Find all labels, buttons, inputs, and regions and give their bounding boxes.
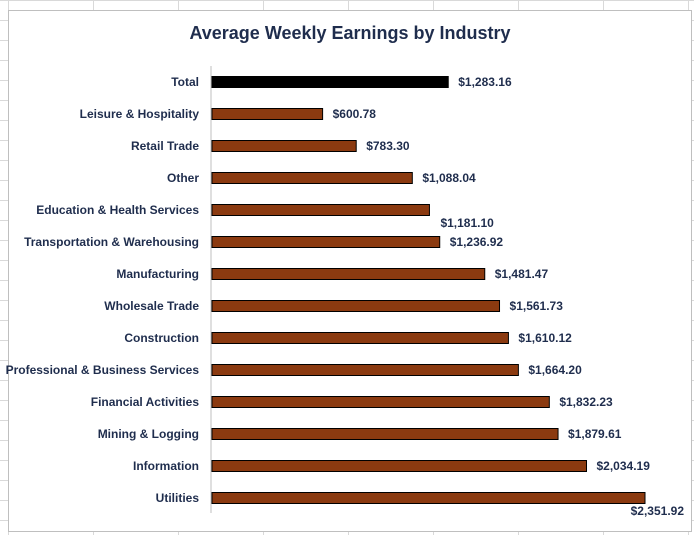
bar-industry[interactable] [211, 204, 430, 216]
bar-industry[interactable] [211, 492, 646, 504]
bar-industry[interactable] [211, 364, 519, 376]
data-label: $1,181.10 [440, 216, 494, 230]
data-label: $1,236.92 [450, 235, 504, 249]
category-label: Retail Trade [131, 139, 199, 153]
category-label: Leisure & Hospitality [80, 107, 200, 121]
data-label: $1,610.12 [518, 331, 572, 345]
bar-industry[interactable] [211, 268, 486, 280]
bar-industry[interactable] [211, 140, 357, 152]
bar-industry[interactable] [211, 236, 441, 248]
data-label: $1,481.47 [495, 267, 549, 281]
bar-industry[interactable] [211, 332, 509, 344]
category-label: Construction [124, 331, 199, 345]
category-label: Manufacturing [116, 267, 199, 281]
category-label: Mining & Logging [98, 427, 199, 441]
category-label: Utilities [156, 491, 200, 505]
data-label: $2,351.92 [631, 504, 685, 518]
category-label: Transportation & Warehousing [24, 235, 199, 249]
data-label: $1,879.61 [568, 427, 622, 441]
category-label: Other [167, 171, 199, 185]
data-label: $600.78 [333, 107, 377, 121]
bar-industry[interactable] [211, 428, 559, 440]
data-label: $783.30 [366, 139, 410, 153]
bar-industry[interactable] [211, 396, 550, 408]
category-label: Information [133, 459, 199, 473]
category-label: Education & Health Services [36, 203, 199, 217]
category-label: Wholesale Trade [104, 299, 199, 313]
bar-total[interactable] [211, 76, 449, 88]
data-label: $1,561.73 [510, 299, 564, 313]
data-label: $1,664.20 [528, 363, 582, 377]
data-label: $1,088.04 [422, 171, 476, 185]
data-label: $1,283.16 [458, 75, 512, 89]
chart-title: Average Weekly Earnings by Industry [189, 23, 511, 43]
category-label: Professional & Business Services [6, 363, 200, 377]
category-label: Financial Activities [91, 395, 200, 409]
bar-industry[interactable] [211, 300, 501, 312]
bar-industry[interactable] [211, 172, 413, 184]
bar-industry[interactable] [211, 108, 324, 120]
bar-industry[interactable] [211, 460, 588, 472]
data-label: $2,034.19 [597, 459, 651, 473]
data-label: $1,832.23 [559, 395, 613, 409]
category-label: Total [171, 75, 199, 89]
